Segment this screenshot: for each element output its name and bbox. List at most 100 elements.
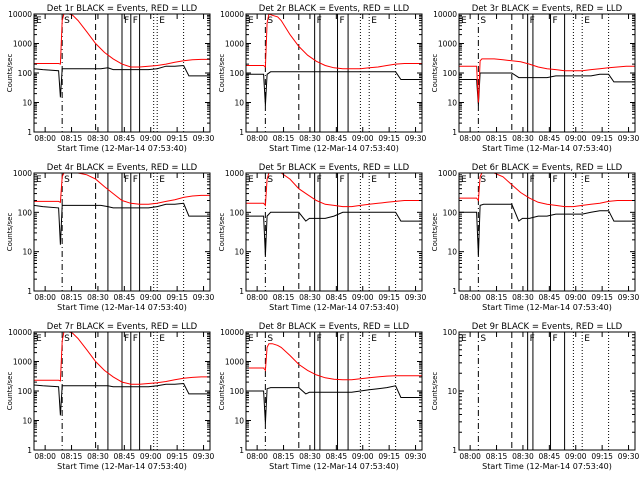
x-tick-label: 09:15: [591, 452, 613, 461]
x-axis-label: Start Time (12-Mar-14 07:53:40): [482, 144, 612, 153]
x-axis-label: Start Time (12-Mar-14 07:53:40): [57, 462, 187, 471]
marker-label: F: [133, 175, 138, 185]
y-tick-label: 100: [18, 387, 33, 396]
marker-label: E: [371, 16, 377, 26]
marker-label: F: [553, 16, 558, 26]
y-axis-label: Counts/sec: [431, 54, 439, 93]
x-tick-label: 09:15: [591, 293, 613, 302]
chart-title: Det 8r BLACK = Events, RED = LLD: [259, 322, 410, 332]
y-tick-label: 10: [234, 248, 244, 257]
y-axis-label: Counts/sec: [431, 372, 439, 411]
y-axis-label: Counts/sec: [218, 54, 226, 93]
x-tick-label: 08:30: [512, 134, 534, 143]
x-tick-label: 08:15: [486, 452, 508, 461]
marker-label: F: [530, 175, 535, 185]
x-tick-label: 08:45: [539, 134, 561, 143]
marker-label: F: [340, 334, 345, 344]
chart-panel-7: Det 7r BLACK = Events, RED = LLD E S F F E 1 10…: [6, 322, 215, 471]
marker-label: E: [248, 334, 254, 344]
y-tick-label: 1: [27, 446, 32, 455]
x-tick-label: 08:45: [326, 452, 348, 461]
marker-label: S: [480, 175, 486, 185]
x-tick-label: 09:15: [166, 293, 188, 302]
y-tick-label: 10000: [8, 328, 32, 337]
y-tick-label: 100: [443, 69, 458, 78]
x-tick-label: 09:00: [565, 293, 587, 302]
y-tick-label: 1: [239, 128, 244, 137]
marker-label: F: [553, 334, 558, 344]
x-tick-label: 08:45: [539, 452, 561, 461]
x-tick-label: 09:15: [378, 452, 400, 461]
marker-label: F: [530, 334, 535, 344]
x-tick-label: 08:00: [459, 134, 481, 143]
x-tick-label: 08:00: [459, 293, 481, 302]
x-tick-label: 08:00: [34, 452, 56, 461]
x-tick-label: 09:15: [166, 452, 188, 461]
plot-frame: [33, 172, 211, 292]
marker-label: F: [340, 16, 345, 26]
chart-title: Det 9r BLACK = Events, RED = LLD: [472, 322, 623, 332]
x-tick-label: 09:30: [618, 293, 640, 302]
series-line-events: [34, 202, 210, 245]
series-line-lld: [246, 14, 422, 70]
y-tick-label: 1000: [438, 40, 457, 49]
x-tick-label: 09:30: [193, 134, 215, 143]
y-axis-label: Counts/sec: [6, 372, 14, 411]
chart-title: Det 1r BLACK = Events, RED = LLD: [47, 4, 198, 14]
x-tick-label: 08:00: [246, 293, 268, 302]
x-tick-label: 08:00: [246, 452, 268, 461]
x-tick-label: 08:00: [34, 134, 56, 143]
chart-panel-2: Det 2r BLACK = Events, RED = LLD E S F F E 1 10…: [218, 4, 427, 153]
x-tick-label: 08:45: [326, 134, 348, 143]
marker-label: S: [64, 16, 70, 26]
chart-panel-6: Det 6r BLACK = Events, RED = LLD E S F F E 1 10…: [431, 163, 640, 312]
x-tick-label: 09:00: [565, 452, 587, 461]
x-tick-label: 09:00: [352, 293, 374, 302]
marker-label: F: [124, 16, 129, 26]
x-axis-label: Start Time (12-Mar-14 07:53:40): [269, 303, 399, 312]
y-tick-label: 100: [230, 208, 245, 217]
chart-title: Det 5r BLACK = Events, RED = LLD: [259, 163, 410, 173]
marker-label: E: [584, 334, 590, 344]
y-tick-label: 100: [443, 328, 458, 337]
chart-title: Det 7r BLACK = Events, RED = LLD: [47, 322, 198, 332]
y-tick-label: 1000: [13, 40, 32, 49]
y-tick-label: 10: [22, 99, 32, 108]
marker-label: E: [461, 175, 467, 185]
x-axis-label: Start Time (12-Mar-14 07:53:40): [269, 144, 399, 153]
x-tick-label: 08:15: [61, 134, 83, 143]
series-line-lld: [459, 173, 635, 208]
x-tick-label: 08:45: [326, 293, 348, 302]
y-axis-label: Counts/sec: [6, 213, 14, 252]
x-tick-label: 09:00: [352, 452, 374, 461]
x-tick-label: 09:30: [193, 293, 215, 302]
x-tick-label: 09:00: [140, 452, 162, 461]
marker-label: E: [36, 16, 42, 26]
x-tick-label: 08:00: [459, 452, 481, 461]
y-tick-label: 1000: [225, 358, 244, 367]
x-tick-label: 09:30: [618, 452, 640, 461]
marker-label: F: [317, 175, 322, 185]
marker-label: F: [340, 175, 345, 185]
series-line-events: [34, 64, 210, 98]
y-tick-label: 10: [447, 99, 457, 108]
marker-label: F: [553, 175, 558, 185]
y-tick-label: 10: [447, 387, 457, 396]
y-tick-label: 10: [22, 417, 32, 426]
marker-label: E: [36, 175, 42, 185]
y-tick-label: 1: [239, 287, 244, 296]
marker-label: E: [159, 334, 165, 344]
chart-panel-3: Det 3r BLACK = Events, RED = LLD E S F F E 1 10…: [431, 4, 640, 153]
y-tick-label: 10000: [8, 10, 32, 19]
series-line-lld: [34, 173, 210, 205]
plot-frame: [245, 172, 423, 292]
x-tick-label: 08:15: [486, 134, 508, 143]
chart-panel-8: Det 8r BLACK = Events, RED = LLD E S F F E 1 10…: [218, 322, 427, 471]
marker-label: E: [461, 16, 467, 26]
series-line-events: [246, 211, 422, 256]
x-tick-label: 08:30: [299, 452, 321, 461]
marker-label: F: [317, 334, 322, 344]
chart-panel-5: Det 5r BLACK = Events, RED = LLD E S F F E 1 10…: [218, 163, 427, 312]
x-axis-label: Start Time (12-Mar-14 07:53:40): [57, 144, 187, 153]
